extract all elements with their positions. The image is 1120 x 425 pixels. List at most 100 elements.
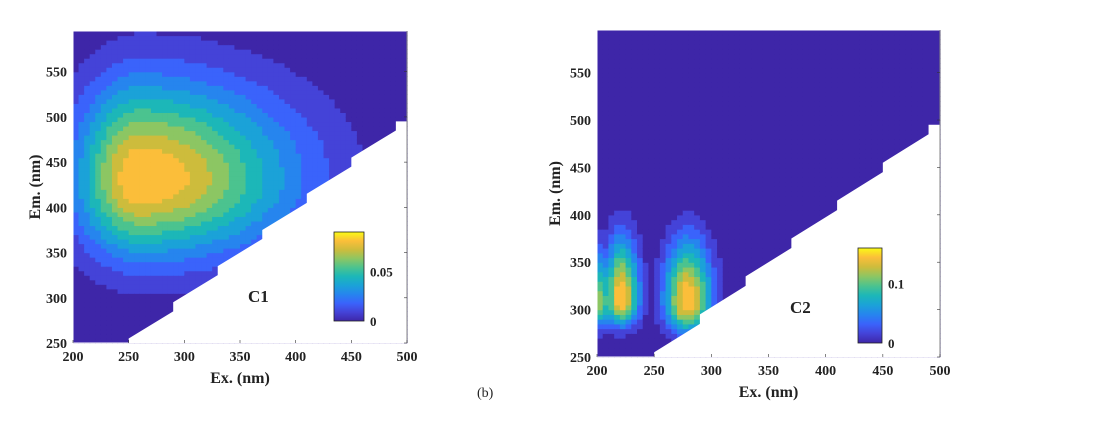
contour-cell <box>346 108 352 113</box>
contour-cell <box>307 36 313 41</box>
contour-cell <box>229 234 235 239</box>
contour-cell <box>648 210 654 215</box>
contour-cell <box>212 40 218 45</box>
contour-cell <box>79 334 85 339</box>
contour-cell <box>301 76 307 81</box>
contour-cell <box>631 82 637 87</box>
contour-cell <box>118 99 124 104</box>
contour-cell <box>79 112 85 117</box>
contour-cell <box>660 295 666 300</box>
contour-cell <box>626 272 632 277</box>
contour-cell <box>195 153 201 158</box>
contour-cell <box>301 149 307 154</box>
contour-cell <box>346 149 352 154</box>
contour-cell <box>597 253 603 258</box>
contour-cell <box>112 230 118 235</box>
contour-cell <box>643 215 649 220</box>
contour-cell <box>195 212 201 217</box>
contour-cell <box>90 40 96 45</box>
contour-cell <box>614 130 620 135</box>
contour-cell <box>179 49 185 54</box>
contour-cell <box>631 92 637 97</box>
contour-cell <box>324 54 330 59</box>
contour-cell <box>643 234 649 239</box>
contour-cell <box>140 171 146 176</box>
contour-cell <box>631 54 637 59</box>
contour-cell <box>190 40 196 45</box>
contour-cell <box>637 73 643 78</box>
contour-cell <box>134 185 140 190</box>
contour-cell <box>603 148 609 153</box>
contour-cell <box>195 36 201 41</box>
contour-cell <box>631 305 637 310</box>
contour-cell <box>279 207 285 212</box>
contour-cell <box>643 314 649 319</box>
contour-cell <box>603 267 609 272</box>
contour-cell <box>620 300 626 305</box>
contour-cell <box>385 58 391 63</box>
contour-cell <box>73 149 79 154</box>
contour-cell <box>73 257 79 262</box>
contour-cell <box>101 121 107 126</box>
contour-cell <box>312 144 318 149</box>
contour-cell <box>374 58 380 63</box>
contour-cell <box>257 126 263 131</box>
contour-cell <box>145 135 151 140</box>
contour-cell <box>631 148 637 153</box>
contour-cell <box>643 196 649 201</box>
contour-cell <box>324 108 330 113</box>
contour-cell <box>101 63 107 68</box>
contour-cell <box>157 121 163 126</box>
contour-cell <box>379 121 385 126</box>
contour-cell <box>296 94 302 99</box>
contour-cell <box>307 54 313 59</box>
contour-cell <box>351 126 357 131</box>
contour-cell <box>614 224 620 229</box>
contour-cell <box>112 180 118 185</box>
contour-cell <box>84 225 90 230</box>
contour-cell <box>296 40 302 45</box>
contour-cell <box>112 130 118 135</box>
contour-cell <box>251 85 257 90</box>
contour-cell <box>234 72 240 77</box>
contour-cell <box>608 229 614 234</box>
contour-cell <box>335 130 341 135</box>
contour-cell <box>290 126 296 131</box>
contour-cell <box>229 31 235 36</box>
contour-cell <box>240 194 246 199</box>
contour-cell <box>285 117 291 122</box>
contour-cell <box>134 36 140 41</box>
contour-cell <box>157 140 163 145</box>
contour-cell <box>603 73 609 78</box>
contour-cell <box>157 63 163 68</box>
contour-cell <box>112 216 118 221</box>
contour-cell <box>73 31 79 36</box>
contour-cell <box>637 182 643 187</box>
contour-cell <box>301 31 307 36</box>
contour-cell <box>648 291 654 296</box>
contour-cell <box>608 348 614 353</box>
contour-cell <box>90 275 96 280</box>
contour-cell <box>212 158 218 163</box>
contour-cell <box>614 58 620 63</box>
contour-cell <box>654 253 660 258</box>
contour-cell <box>608 300 614 305</box>
contour-cell <box>112 257 118 262</box>
contour-cell <box>101 149 107 154</box>
contour-cell <box>240 63 246 68</box>
contour-cell <box>179 135 185 140</box>
contour-cell <box>379 58 385 63</box>
contour-cell <box>129 90 135 95</box>
contour-cell <box>324 81 330 86</box>
contour-cell <box>157 126 163 131</box>
contour-cell <box>229 63 235 68</box>
contour-cell <box>620 167 626 172</box>
contour-cell <box>207 185 213 190</box>
contour-cell <box>340 76 346 81</box>
contour-cell <box>603 39 609 44</box>
contour-cell <box>257 225 263 230</box>
contour-cell <box>151 158 157 163</box>
contour-cell <box>637 338 643 343</box>
contour-cell <box>151 31 157 36</box>
contour-cell <box>620 177 626 182</box>
